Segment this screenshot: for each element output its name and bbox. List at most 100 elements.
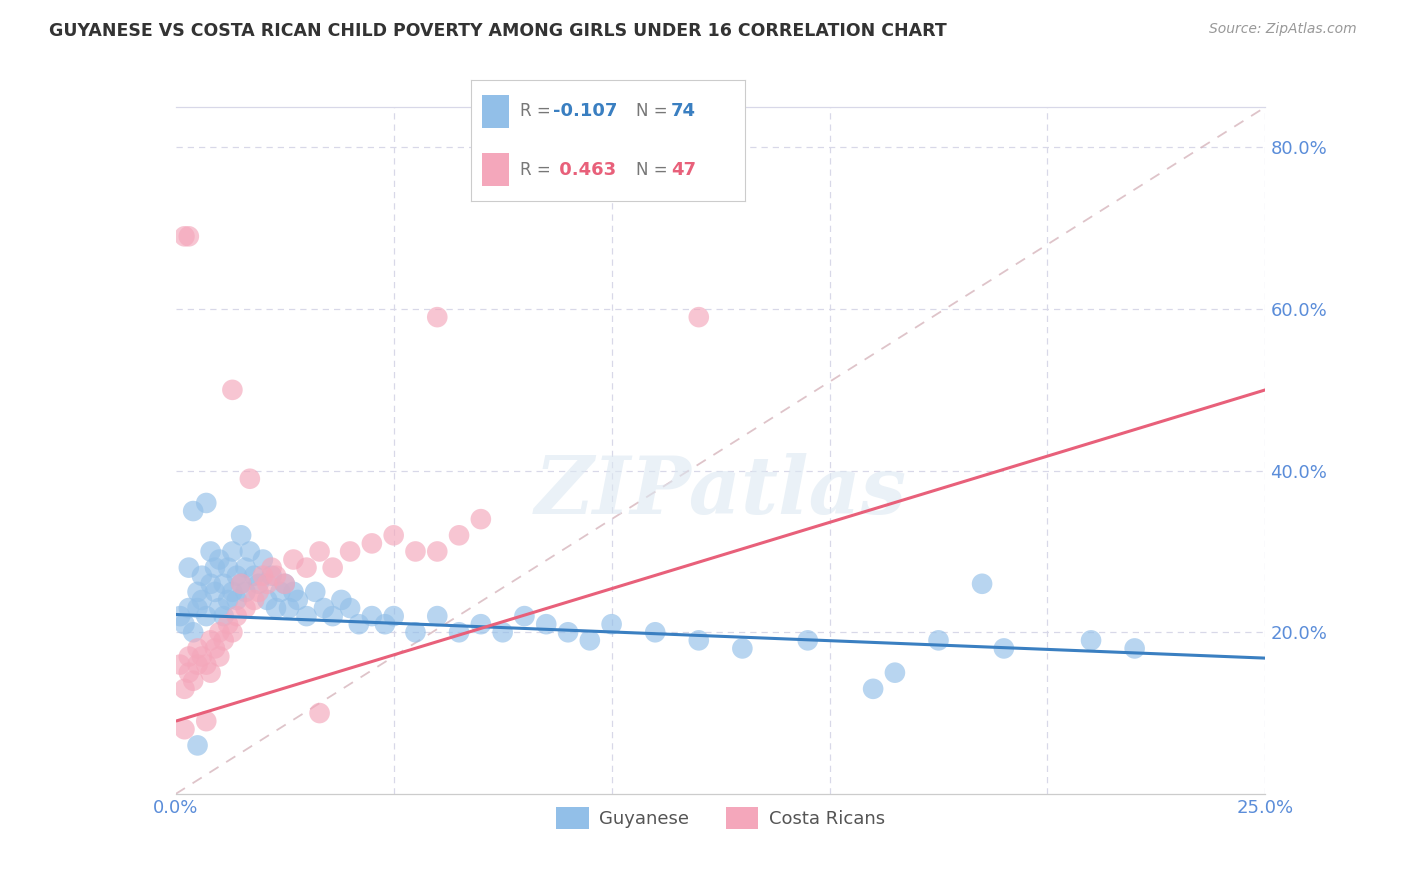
Point: [382, 528, 405, 542]
Point: [225, 593, 247, 607]
Text: -0.107: -0.107: [554, 102, 617, 120]
Point: [221, 585, 243, 599]
Point: [256, 593, 278, 607]
Point: [426, 544, 449, 558]
Point: [231, 528, 253, 542]
Point: [260, 568, 283, 582]
Point: [447, 625, 470, 640]
Text: ZIPatlas: ZIPatlas: [534, 453, 907, 531]
Point: [426, 609, 449, 624]
Point: [195, 609, 218, 624]
Point: [173, 617, 195, 632]
Point: [235, 601, 257, 615]
Point: [191, 649, 214, 664]
Point: [221, 625, 243, 640]
Text: GUYANESE VS COSTA RICAN CHILD POVERTY AMONG GIRLS UNDER 16 CORRELATION CHART: GUYANESE VS COSTA RICAN CHILD POVERTY AM…: [49, 22, 948, 40]
Point: [339, 544, 361, 558]
Text: N =: N =: [636, 161, 672, 179]
Point: [221, 383, 243, 397]
Point: [796, 633, 818, 648]
Text: 47: 47: [671, 161, 696, 179]
Point: [247, 585, 270, 599]
Point: [169, 609, 191, 624]
Point: [208, 649, 231, 664]
Point: [195, 714, 218, 728]
Point: [217, 593, 239, 607]
Point: [557, 625, 579, 640]
Point: [970, 576, 993, 591]
Point: [688, 633, 710, 648]
Point: [993, 641, 1015, 656]
Point: [208, 552, 231, 566]
Point: [283, 552, 305, 566]
Point: [274, 576, 297, 591]
Point: [235, 560, 257, 574]
Point: [200, 665, 222, 680]
Point: [274, 576, 297, 591]
Point: [360, 609, 382, 624]
Point: [239, 544, 262, 558]
Point: [928, 633, 950, 648]
Point: [231, 576, 253, 591]
Point: [181, 504, 204, 518]
Point: [200, 544, 222, 558]
Point: [688, 310, 710, 325]
Point: [252, 552, 274, 566]
Text: R =: R =: [520, 161, 557, 179]
Point: [225, 568, 247, 582]
Point: [231, 576, 253, 591]
Point: [600, 617, 623, 632]
Point: [204, 641, 226, 656]
Point: [239, 472, 262, 486]
Point: [252, 568, 274, 582]
Point: [177, 665, 200, 680]
Point: [243, 593, 266, 607]
Point: [308, 706, 330, 720]
Point: [200, 576, 222, 591]
Point: [186, 739, 209, 753]
Point: [212, 609, 235, 624]
Point: [264, 568, 287, 582]
Point: [470, 512, 492, 526]
Point: [295, 560, 318, 574]
Point: [181, 673, 204, 688]
Point: [731, 641, 754, 656]
Point: [470, 617, 492, 632]
Point: [287, 593, 309, 607]
Point: [426, 310, 449, 325]
Point: [247, 576, 270, 591]
Point: [169, 657, 191, 672]
Point: [1123, 641, 1146, 656]
Text: 0.463: 0.463: [554, 161, 616, 179]
Point: [260, 560, 283, 574]
Point: [204, 585, 226, 599]
Point: [221, 544, 243, 558]
Point: [312, 601, 335, 615]
Point: [283, 585, 305, 599]
Point: [278, 601, 301, 615]
FancyBboxPatch shape: [482, 95, 509, 128]
Point: [191, 568, 214, 582]
Point: [492, 625, 515, 640]
Point: [173, 723, 195, 737]
Point: [513, 609, 536, 624]
Point: [243, 568, 266, 582]
Point: [264, 601, 287, 615]
FancyBboxPatch shape: [482, 153, 509, 186]
Point: [186, 641, 209, 656]
Point: [322, 609, 344, 624]
Text: N =: N =: [636, 102, 672, 120]
Point: [191, 593, 214, 607]
Point: [186, 601, 209, 615]
Point: [579, 633, 602, 648]
Point: [304, 585, 326, 599]
Point: [862, 681, 884, 696]
Legend: Guyanese, Costa Ricans: Guyanese, Costa Ricans: [548, 800, 893, 837]
Text: 74: 74: [671, 102, 696, 120]
Point: [208, 601, 231, 615]
Point: [173, 681, 195, 696]
Point: [322, 560, 344, 574]
Text: Source: ZipAtlas.com: Source: ZipAtlas.com: [1209, 22, 1357, 37]
Point: [195, 657, 218, 672]
Point: [884, 665, 907, 680]
